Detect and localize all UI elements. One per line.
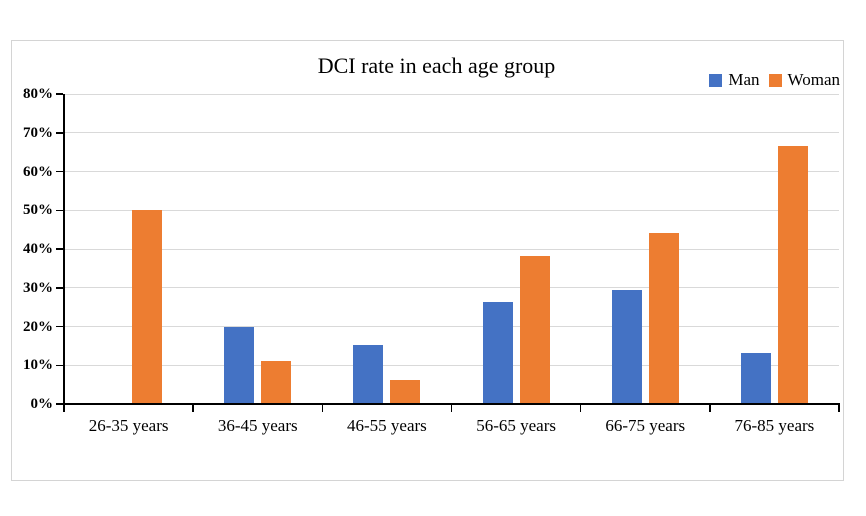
x-axis-label-56-65-years: 56-65 years: [476, 416, 556, 435]
x-tick-2: [321, 404, 324, 412]
bar-man-56-65-years: [482, 302, 513, 404]
chart-title: DCI rate in each age group: [317, 53, 556, 78]
bar-group-76-85-years: [710, 94, 839, 404]
bar-group-26-35-years: [64, 94, 193, 404]
y-tick-20: [56, 325, 63, 328]
legend-label-woman: Woman: [787, 70, 840, 89]
y-tick-40: [56, 248, 63, 250]
x-axis-label-26-35-years: 26-35 years: [88, 416, 169, 435]
x-axis-label-76-85-years: 76-85 years: [734, 416, 815, 435]
bar-woman-66-75-years: [648, 233, 679, 404]
bar-woman-36-45-years: [261, 361, 292, 404]
gridline-10: [64, 364, 839, 366]
y-axis-label-10: 10%: [23, 357, 53, 374]
gridline-40: [64, 248, 839, 250]
x-tick-5: [709, 404, 711, 412]
x-tick-4: [579, 404, 582, 412]
y-axis-label-70: 70%: [23, 124, 53, 141]
bar-woman-46-55-years: [390, 379, 421, 404]
legend-label-man: Man: [728, 70, 760, 89]
x-axis-label-46-55-years: 46-55 years: [347, 416, 427, 435]
gridline-80: [64, 93, 839, 95]
y-tick-0: [56, 403, 63, 405]
legend-item-man: Man: [709, 70, 760, 90]
chart-panel: DCI rate in each age group Man Woman 0% 1…: [11, 40, 844, 481]
x-tick-6: [838, 404, 840, 412]
y-axis-label-50: 50%: [23, 202, 53, 219]
y-axis-label-80: 80%: [23, 86, 53, 102]
y-tick-80: [56, 93, 63, 95]
plot-area: [56, 93, 840, 412]
legend-swatch-man-icon: [709, 73, 723, 87]
y-axis-label-20: 20%: [23, 318, 53, 335]
x-axis-label-36-45-years: 36-45 years: [217, 416, 298, 435]
legend: Man Woman: [709, 70, 840, 90]
y-axis-label-0: 0%: [30, 396, 54, 412]
legend-swatch-woman-icon: [768, 73, 782, 87]
legend-item-woman: Woman: [768, 70, 840, 90]
x-axis-label-66-75-years: 66-75 years: [605, 416, 686, 435]
gridline-70: [64, 132, 839, 134]
bar-woman-56-65-years: [519, 255, 550, 404]
x-tick-0: [63, 404, 65, 412]
gridline-50: [64, 209, 839, 211]
bar-man-76-85-years: [740, 353, 771, 404]
bar-man-66-75-years: [611, 290, 642, 404]
y-tick-50: [56, 209, 63, 211]
bar-group-66-75-years: [581, 94, 710, 404]
gridline-20: [64, 326, 839, 327]
y-axis-label-30: 30%: [23, 279, 53, 296]
y-axis-label-60: 60%: [23, 163, 53, 180]
bar-group-46-55-years: [322, 94, 451, 404]
x-tick-1: [192, 404, 194, 412]
bar-man-36-45-years: [224, 326, 255, 404]
y-tick-60: [56, 170, 63, 173]
bar-woman-26-35-years: [132, 210, 163, 404]
x-axis-line: [63, 402, 840, 405]
y-tick-10: [56, 364, 63, 366]
gridline-60: [64, 171, 839, 172]
y-tick-70: [56, 132, 63, 134]
y-axis-label-40: 40%: [23, 241, 53, 257]
bar-group-36-45-years: [193, 94, 322, 404]
bar-group-56-65-years: [452, 94, 581, 404]
y-axis-line: [63, 94, 65, 404]
gridline-30: [64, 287, 839, 289]
bar-woman-76-85-years: [777, 145, 808, 404]
bar-man-46-55-years: [353, 345, 384, 404]
x-tick-3: [450, 404, 453, 412]
y-tick-30: [56, 287, 63, 289]
